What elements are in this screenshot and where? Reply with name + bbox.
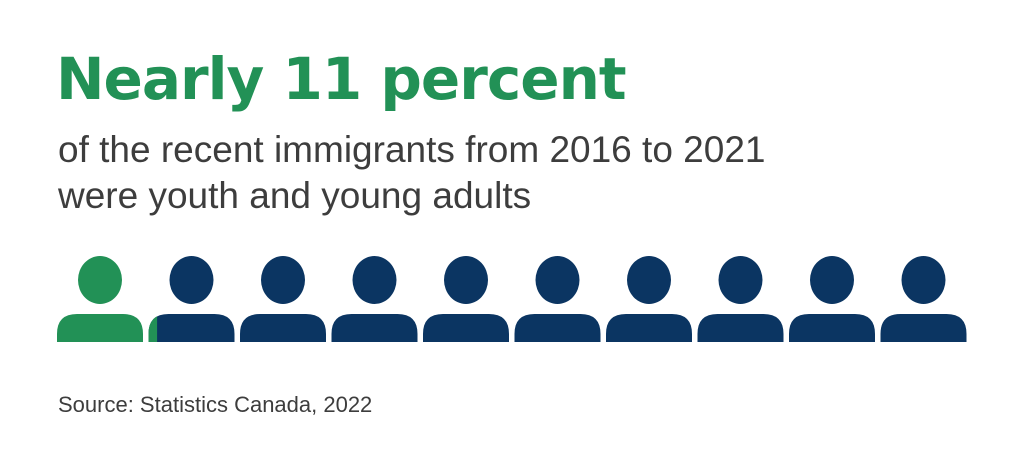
- headline: Nearly 11 percent: [56, 45, 627, 113]
- source-note: Source: Statistics Canada, 2022: [58, 392, 373, 417]
- person-icon: [148, 256, 235, 342]
- subtitle: of the recent immigrants from 2016 to 20…: [58, 127, 765, 219]
- person-icon: [240, 256, 326, 342]
- person-icon: [514, 256, 601, 342]
- person-icon: [606, 256, 692, 342]
- subtitle-line-2: were youth and young adults: [58, 175, 532, 216]
- person-icon: [423, 256, 509, 342]
- subtitle-line-1: of the recent immigrants from 2016 to 20…: [58, 129, 766, 170]
- person-icon: [880, 256, 967, 342]
- pictogram-chart: [57, 255, 967, 342]
- person-icon: [331, 256, 418, 342]
- person-icon: [789, 256, 875, 342]
- person-icon: [57, 255, 143, 342]
- person-icon: [697, 256, 784, 342]
